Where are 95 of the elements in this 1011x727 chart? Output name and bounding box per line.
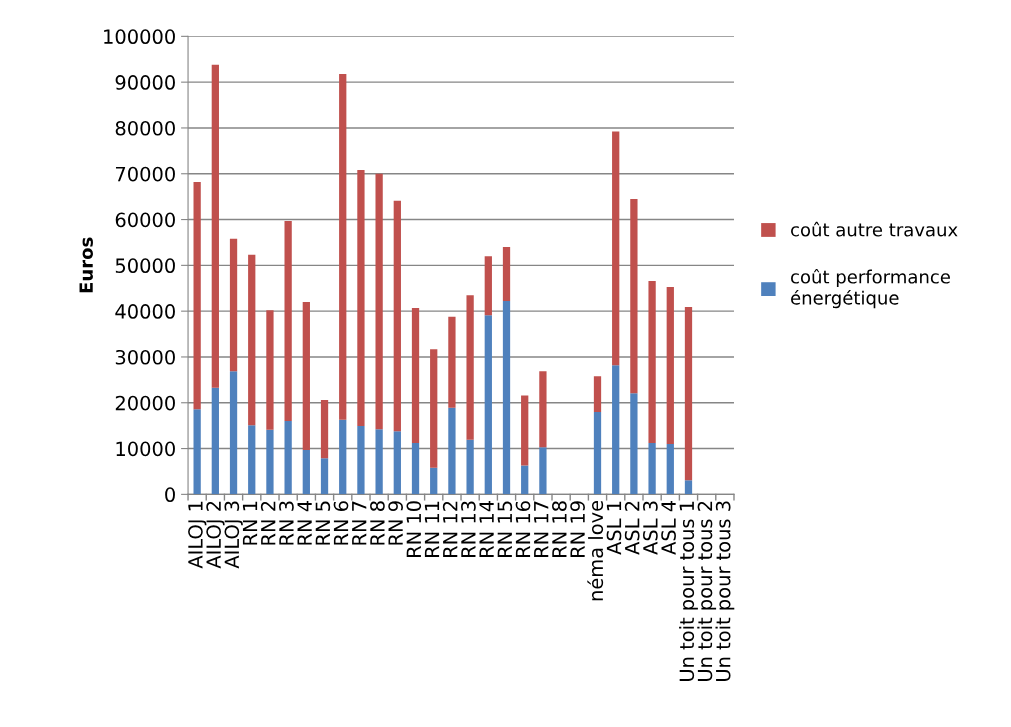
- bar: [648, 280, 656, 444]
- x-tick-label: RN 4: [297, 501, 312, 545]
- x-tick-label: RN 6: [333, 501, 349, 545]
- x-tick-label: RN 16: [515, 501, 531, 557]
- x-tick-label: RN 14: [479, 501, 494, 557]
- x-tick-label: RN 3: [279, 501, 294, 545]
- bar: [211, 64, 219, 388]
- bar: [320, 400, 329, 459]
- legend-label: coût performance énergétique: [791, 268, 950, 309]
- x-tick-label: RN 7: [352, 501, 367, 545]
- bar: [539, 371, 547, 448]
- x-tick-label: ASL 3: [643, 501, 658, 555]
- x-tick-label: RN 12: [442, 501, 458, 557]
- bar: [284, 220, 292, 422]
- x-tick-label: RN 9: [388, 501, 403, 545]
- bar: [630, 393, 638, 495]
- bar: [502, 247, 511, 302]
- bar: [612, 131, 620, 366]
- bar: [430, 467, 438, 495]
- bar: [648, 443, 656, 495]
- y-tick-label: 30000: [115, 349, 175, 365]
- bar: [502, 301, 511, 495]
- bar: [484, 256, 492, 316]
- bar: [302, 449, 310, 495]
- x-tick-label: AILOJ 1: [188, 501, 207, 569]
- bar: [357, 426, 365, 495]
- bar: [339, 419, 347, 495]
- bar: [193, 409, 201, 495]
- bar: [466, 439, 474, 495]
- bar: [612, 365, 620, 495]
- bar: [393, 200, 401, 432]
- bar: [339, 73, 347, 420]
- x-tick-label: RN 1: [242, 501, 258, 545]
- bar: [593, 411, 602, 495]
- x-tick-label: RN 19: [570, 501, 585, 557]
- x-tick-label: RN 5: [315, 501, 331, 545]
- bar: [593, 376, 602, 412]
- bar: [448, 407, 456, 495]
- y-tick-label: 50000: [115, 258, 175, 274]
- bar: [666, 443, 674, 495]
- x-tick-label: RN 17: [534, 501, 549, 557]
- bar: [266, 310, 274, 430]
- bar: [248, 425, 256, 495]
- y-tick-label: 10000: [116, 441, 175, 457]
- y-tick-label: 80000: [115, 120, 175, 136]
- bar: [448, 316, 456, 408]
- bar: [430, 349, 438, 468]
- x-tick-label: Un toit pour tous 1: [679, 501, 698, 681]
- x-tick-label: ASL 4: [661, 501, 676, 555]
- bar: [229, 238, 238, 372]
- bar: [320, 458, 329, 495]
- bar: [466, 295, 474, 440]
- bar: [630, 198, 638, 394]
- x-tick-label: AILOJ 2: [206, 501, 225, 569]
- legend-label: coût autre travaux: [791, 221, 958, 237]
- x-tick-label: néma love: [587, 500, 604, 601]
- x-tick-label: RN 10: [406, 501, 422, 557]
- bar: [375, 173, 383, 430]
- y-tick-label: 70000: [115, 166, 175, 182]
- bar: [193, 182, 201, 410]
- y-tick-label: 100000: [104, 29, 175, 45]
- bar: [284, 421, 292, 495]
- bar: [229, 371, 238, 495]
- x-tick-label: RN 18: [552, 501, 567, 557]
- bar: [666, 286, 674, 444]
- x-tick-label: Un toit pour tous 3: [715, 501, 735, 681]
- x-tick-label: ASL 1: [606, 501, 622, 555]
- y-tick-label: 90000: [115, 75, 175, 90]
- bar: [484, 315, 492, 495]
- x-tick-label: AILOJ 3: [224, 501, 243, 569]
- bar: [248, 254, 256, 426]
- bar: [684, 480, 693, 495]
- x-tick-label: RN 2: [260, 501, 276, 545]
- bar: [375, 429, 383, 495]
- y-tick-label: 40000: [115, 304, 175, 319]
- x-tick-label: RN 11: [424, 501, 440, 557]
- x-tick-label: RN 15: [497, 501, 513, 557]
- bar: [411, 307, 420, 444]
- x-tick-label: ASL 2: [624, 501, 640, 555]
- y-tick-label: 60000: [115, 212, 175, 228]
- bar: [539, 447, 547, 495]
- bar: [521, 395, 529, 466]
- bar: [357, 170, 365, 427]
- x-tick-label: RN 13: [461, 501, 476, 557]
- bar: [302, 302, 310, 450]
- y-axis-title: Euros: [79, 237, 93, 293]
- y-tick-label: 20000: [115, 395, 175, 411]
- bar: [521, 465, 529, 495]
- x-tick-label: RN 8: [370, 501, 385, 545]
- bar: [393, 431, 401, 495]
- bar: [266, 429, 274, 495]
- y-tick-label: 0: [165, 487, 175, 503]
- bar: [684, 307, 693, 481]
- bar: [411, 443, 420, 495]
- bar: [211, 387, 219, 495]
